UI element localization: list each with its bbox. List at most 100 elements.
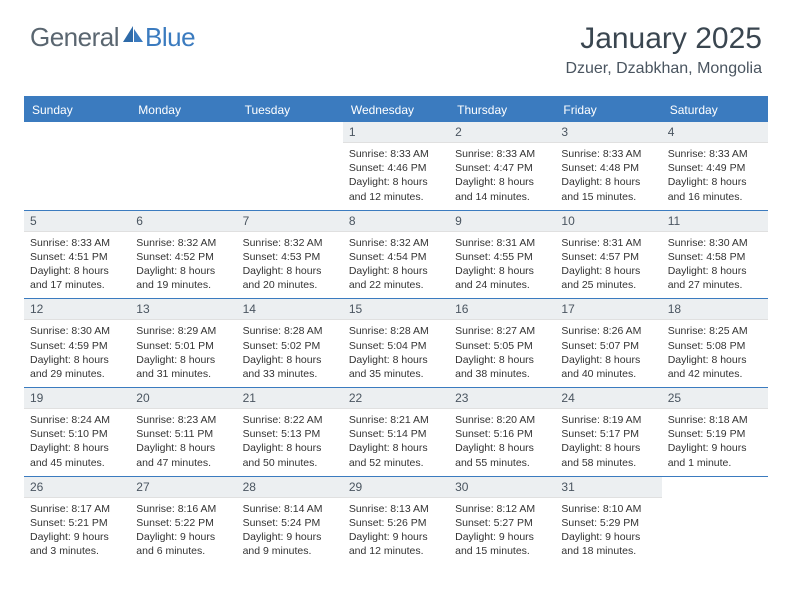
daylight-line: Daylight: 8 hours and 45 minutes. — [30, 441, 124, 469]
sunset-line: Sunset: 4:48 PM — [561, 161, 655, 175]
location-text: Dzuer, Dzabkhan, Mongolia — [565, 60, 762, 78]
sunset-line: Sunset: 5:24 PM — [243, 516, 337, 530]
day-details: Sunrise: 8:27 AMSunset: 5:05 PMDaylight:… — [449, 320, 555, 387]
daylight-line: Daylight: 8 hours and 58 minutes. — [561, 441, 655, 469]
day-number: 15 — [343, 299, 449, 320]
logo-text-general: General — [30, 22, 119, 53]
day-details: Sunrise: 8:26 AMSunset: 5:07 PMDaylight:… — [555, 320, 661, 387]
sunrise-line: Sunrise: 8:33 AM — [455, 147, 549, 161]
daylight-line: Daylight: 8 hours and 17 minutes. — [30, 264, 124, 292]
daylight-line: Daylight: 9 hours and 1 minute. — [668, 441, 762, 469]
calendar-cell — [662, 477, 768, 565]
day-number — [24, 122, 130, 142]
sunrise-line: Sunrise: 8:20 AM — [455, 413, 549, 427]
logo-text-blue: Blue — [145, 22, 195, 53]
daylight-line: Daylight: 8 hours and 19 minutes. — [136, 264, 230, 292]
calendar-cell: 5Sunrise: 8:33 AMSunset: 4:51 PMDaylight… — [24, 211, 130, 299]
daylight-line: Daylight: 8 hours and 12 minutes. — [349, 175, 443, 203]
day-number: 2 — [449, 122, 555, 143]
sunrise-line: Sunrise: 8:18 AM — [668, 413, 762, 427]
day-header: Friday — [555, 98, 661, 122]
day-number: 3 — [555, 122, 661, 143]
calendar-cell: 21Sunrise: 8:22 AMSunset: 5:13 PMDayligh… — [237, 388, 343, 476]
sunrise-line: Sunrise: 8:17 AM — [30, 502, 124, 516]
sunrise-line: Sunrise: 8:25 AM — [668, 324, 762, 338]
sunset-line: Sunset: 4:54 PM — [349, 250, 443, 264]
calendar-cell: 18Sunrise: 8:25 AMSunset: 5:08 PMDayligh… — [662, 299, 768, 387]
day-number: 19 — [24, 388, 130, 409]
day-number: 20 — [130, 388, 236, 409]
calendar-week: 12Sunrise: 8:30 AMSunset: 4:59 PMDayligh… — [24, 298, 768, 387]
day-details: Sunrise: 8:33 AMSunset: 4:49 PMDaylight:… — [662, 143, 768, 210]
calendar-cell: 6Sunrise: 8:32 AMSunset: 4:52 PMDaylight… — [130, 211, 236, 299]
calendar-cell: 3 Sunrise: 8:33 AMSunset: 4:48 PMDaylight… — [555, 122, 661, 210]
calendar-cell: 17Sunrise: 8:26 AMSunset: 5:07 PMDayligh… — [555, 299, 661, 387]
sunset-line: Sunset: 5:13 PM — [243, 427, 337, 441]
daylight-line: Daylight: 8 hours and 27 minutes. — [668, 264, 762, 292]
day-details: Sunrise: 8:33 AMSunset: 4:46 PMDaylight:… — [343, 143, 449, 210]
sunrise-line: Sunrise: 8:32 AM — [243, 236, 337, 250]
sunset-line: Sunset: 5:05 PM — [455, 339, 549, 353]
calendar-week: 26Sunrise: 8:17 AMSunset: 5:21 PMDayligh… — [24, 476, 768, 565]
day-number: 29 — [343, 477, 449, 498]
day-details: Sunrise: 8:33 AMSunset: 4:47 PMDaylight:… — [449, 143, 555, 210]
day-details: Sunrise: 8:25 AMSunset: 5:08 PMDaylight:… — [662, 320, 768, 387]
day-details: Sunrise: 8:32 AMSunset: 4:53 PMDaylight:… — [237, 232, 343, 299]
sunrise-line: Sunrise: 8:30 AM — [668, 236, 762, 250]
sunrise-line: Sunrise: 8:22 AM — [243, 413, 337, 427]
day-details: Sunrise: 8:24 AMSunset: 5:10 PMDaylight:… — [24, 409, 130, 476]
day-details: Sunrise: 8:13 AMSunset: 5:26 PMDaylight:… — [343, 498, 449, 565]
sunrise-line: Sunrise: 8:33 AM — [349, 147, 443, 161]
sunset-line: Sunset: 4:47 PM — [455, 161, 549, 175]
daylight-line: Daylight: 8 hours and 55 minutes. — [455, 441, 549, 469]
sunset-line: Sunset: 5:07 PM — [561, 339, 655, 353]
calendar-cell: 14Sunrise: 8:28 AMSunset: 5:02 PMDayligh… — [237, 299, 343, 387]
sunrise-line: Sunrise: 8:33 AM — [561, 147, 655, 161]
day-number: 21 — [237, 388, 343, 409]
day-header: Sunday — [24, 98, 130, 122]
sunrise-line: Sunrise: 8:32 AM — [349, 236, 443, 250]
day-number: 9 — [449, 211, 555, 232]
day-number: 16 — [449, 299, 555, 320]
daylight-line: Daylight: 8 hours and 33 minutes. — [243, 353, 337, 381]
day-header: Saturday — [662, 98, 768, 122]
day-number: 22 — [343, 388, 449, 409]
day-details: Sunrise: 8:30 AMSunset: 4:58 PMDaylight:… — [662, 232, 768, 299]
sunset-line: Sunset: 5:02 PM — [243, 339, 337, 353]
day-details: Sunrise: 8:33 AMSunset: 4:51 PMDaylight:… — [24, 232, 130, 299]
calendar-cell: 12Sunrise: 8:30 AMSunset: 4:59 PMDayligh… — [24, 299, 130, 387]
day-number: 10 — [555, 211, 661, 232]
day-details: Sunrise: 8:21 AMSunset: 5:14 PMDaylight:… — [343, 409, 449, 476]
sunrise-line: Sunrise: 8:13 AM — [349, 502, 443, 516]
calendar-cell: 23 Sunrise: 8:20 AMSunset: 5:16 PMDayligh… — [449, 388, 555, 476]
day-details: Sunrise: 8:28 AMSunset: 5:02 PMDaylight:… — [237, 320, 343, 387]
calendar-cell — [130, 122, 236, 210]
day-number — [130, 122, 236, 142]
calendar-cell: 13Sunrise: 8:29 AMSunset: 5:01 PMDayligh… — [130, 299, 236, 387]
title-block: January 2025 Dzuer, Dzabkhan, Mongolia — [565, 22, 762, 78]
day-details: Sunrise: 8:31 AMSunset: 4:57 PMDaylight:… — [555, 232, 661, 299]
day-number: 7 — [237, 211, 343, 232]
sail-icon — [121, 24, 145, 51]
daylight-line: Daylight: 8 hours and 14 minutes. — [455, 175, 549, 203]
sunset-line: Sunset: 5:26 PM — [349, 516, 443, 530]
calendar-cell: 22Sunrise: 8:21 AMSunset: 5:14 PMDayligh… — [343, 388, 449, 476]
sunrise-line: Sunrise: 8:28 AM — [243, 324, 337, 338]
calendar-cell: 24Sunrise: 8:19 AMSunset: 5:17 PMDayligh… — [555, 388, 661, 476]
daylight-line: Daylight: 8 hours and 42 minutes. — [668, 353, 762, 381]
day-number: 23 — [449, 388, 555, 409]
day-number: 14 — [237, 299, 343, 320]
calendar-week: 1Sunrise: 8:33 AMSunset: 4:46 PMDaylight… — [24, 122, 768, 210]
calendar-cell: 7Sunrise: 8:32 AMSunset: 4:53 PMDaylight… — [237, 211, 343, 299]
sunset-line: Sunset: 4:59 PM — [30, 339, 124, 353]
sunset-line: Sunset: 5:01 PM — [136, 339, 230, 353]
calendar-cell: 25Sunrise: 8:18 AMSunset: 5:19 PMDayligh… — [662, 388, 768, 476]
sunrise-line: Sunrise: 8:33 AM — [668, 147, 762, 161]
sunrise-line: Sunrise: 8:29 AM — [136, 324, 230, 338]
sunrise-line: Sunrise: 8:31 AM — [561, 236, 655, 250]
sunset-line: Sunset: 5:16 PM — [455, 427, 549, 441]
page-title: January 2025 — [565, 22, 762, 56]
calendar-cell: 10Sunrise: 8:31 AMSunset: 4:57 PMDayligh… — [555, 211, 661, 299]
daylight-line: Daylight: 8 hours and 15 minutes. — [561, 175, 655, 203]
day-number: 8 — [343, 211, 449, 232]
